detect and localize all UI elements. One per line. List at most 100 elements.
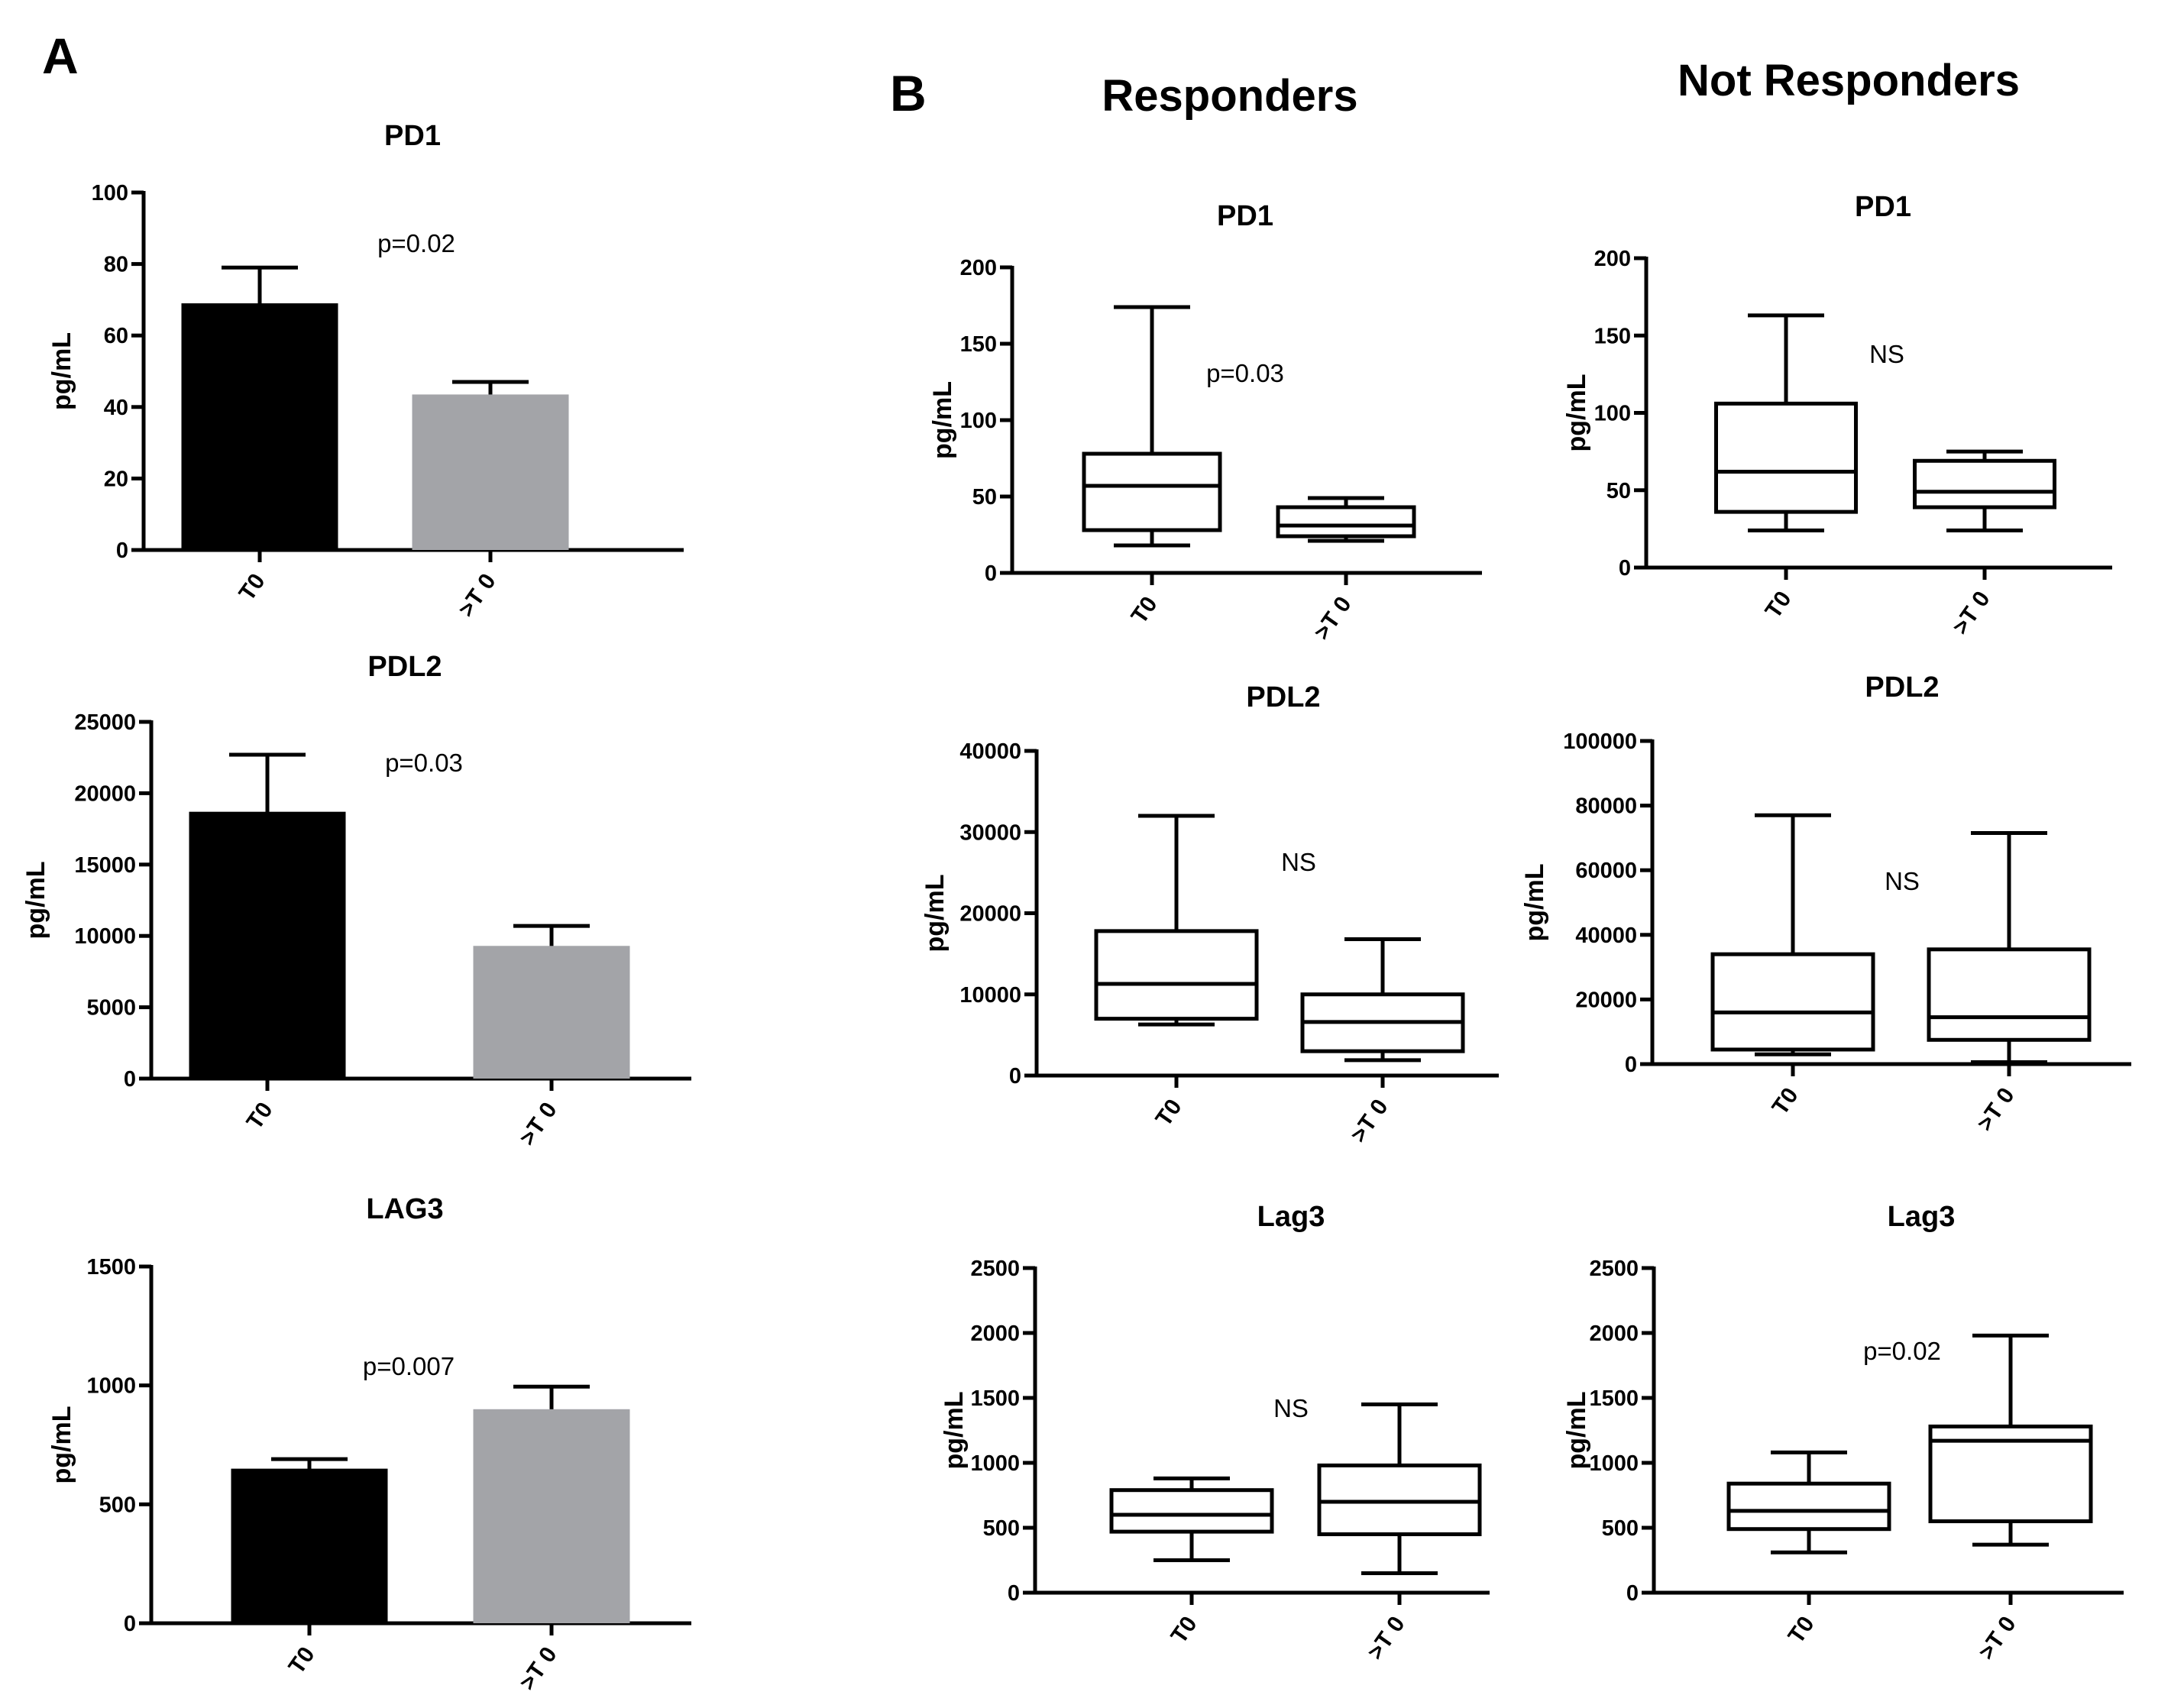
y-tick-label: 1000 [86,1374,136,1399]
box-iqr [1726,1481,1891,1532]
y-tick-label: 25000 [74,710,136,735]
y-tick-label: 0 [1625,1053,1637,1077]
y-tick-label: 150 [960,332,997,357]
x-tick-label: >T 0 [1346,1095,1393,1147]
chart-a-lag3: LAG3 pg/mL 0 500 1000 1500 T0 >T 0 p=0.007 [47,1193,691,1692]
chart-title: PDL2 [367,651,442,683]
chart-title: PDL2 [1246,681,1320,713]
y-tick-label: 40000 [1575,924,1637,948]
bar-after-t0 [473,946,630,1079]
box-iqr [1094,929,1259,1021]
y-tick-label: 2000 [1589,1322,1639,1346]
significance-annotation: p=0.02 [1863,1337,1941,1365]
x-tick-label: T0 [284,1642,320,1679]
x-tick-label: >T 0 [1309,592,1357,645]
y-tick-label: 0 [124,1612,136,1636]
y-axis-label: pg/mL [1520,864,1549,942]
y-tick-label: 20 [104,467,128,491]
y-tick-label: 100 [92,181,128,205]
chart-title: PD1 [1217,200,1273,232]
y-tick-label: 500 [99,1493,136,1517]
x-tick-label: >T 0 [515,1642,562,1692]
y-tick-label: 10000 [74,924,136,949]
panel-b-label: B [890,65,927,121]
panel-a-label: A [42,27,79,84]
y-tick-label: 50 [972,485,997,510]
x-tick-label: >T 0 [1972,1083,2020,1136]
x-tick-label: T0 [1784,1612,1820,1648]
significance-annotation: NS [1869,340,1904,368]
x-tick-label: T0 [235,569,270,606]
chart-a-pd1: PD1 pg/mL 0 20 40 60 80 100 T0 >T 0 p=0.02 [47,120,684,622]
y-axis-label: pg/mL [940,1392,969,1470]
y-tick-label: 30000 [959,820,1021,845]
y-tick-label: 0 [1626,1581,1639,1606]
bar-t0 [189,811,346,1079]
y-axis-label: pg/mL [47,1406,76,1484]
box-iqr [1317,1463,1482,1537]
y-tick-label: 1500 [970,1386,1020,1411]
x-tick-label: >T 0 [1974,1612,2021,1665]
y-tick-label: 200 [1594,247,1631,271]
chart-a-pdl2: PDL2 pg/mL 0 5000 10000 15000 20000 25000 T0 >T 0… [21,651,691,1150]
chart-r-pd1: PD1 pg/mL 0 50 100 150 200 T0 >T 0 p=0.03 [928,200,1482,645]
x-tick-label: T0 [1127,592,1163,629]
y-tick-label: 100000 [1563,730,1637,754]
chart-r-pdl2: PDL2 pg/mL 0 10000 20000 30000 40000 T0 >T 0 NS [921,681,1499,1147]
y-tick-label: 80000 [1575,794,1637,819]
y-tick-label: 200 [960,256,997,280]
significance-annotation: NS [1885,867,1920,895]
y-tick-label: 60000 [1575,859,1637,883]
y-tick-label: 10000 [959,983,1021,1008]
y-tick-label: 500 [983,1516,1020,1541]
x-tick-label: T0 [1768,1083,1804,1120]
y-tick-label: 0 [124,1067,136,1092]
chart-title: PD1 [384,120,441,152]
box-iqr [1082,451,1222,532]
y-tick-label: 0 [1619,556,1631,581]
y-axis-label: pg/mL [1562,374,1591,452]
y-tick-label: 60 [104,324,128,348]
chart-title: PDL2 [1865,671,1939,704]
y-axis-label: pg/mL [21,862,50,940]
y-tick-label: 2000 [970,1322,1020,1346]
chart-n-lag3: Lag3 pg/mL 0 500 1000 1500 2000 2500 T0 >T 0 p=0.0… [1562,1201,2124,1665]
y-tick-label: 80 [104,253,128,277]
y-tick-label: 0 [985,561,997,586]
y-tick-label: 15000 [74,853,136,878]
chart-title: Lag3 [1888,1201,1956,1233]
y-axis-label: pg/mL [47,332,76,410]
significance-annotation: NS [1281,848,1316,876]
chart-r-lag3: Lag3 pg/mL 0 500 1000 1500 2000 2500 T0 >T 0 NS [940,1201,1490,1665]
significance-annotation: p=0.03 [385,749,463,777]
box-iqr [1276,505,1416,539]
box-iqr [1927,947,2092,1042]
x-tick-label: T0 [1151,1095,1187,1131]
x-tick-label: T0 [242,1098,278,1134]
y-tick-label: 2500 [970,1257,1020,1281]
y-tick-label: 50 [1606,479,1631,503]
y-tick-label: 40000 [959,739,1021,764]
x-tick-label: T0 [1166,1612,1202,1648]
bar-after-t0 [412,394,569,550]
responders-heading: Responders [1102,71,1357,121]
chart-n-pdl2: PDL2 pg/mL 0 20000 40000 60000 80000 100000 T0 >T… [1520,671,2131,1136]
chart-title: PD1 [1855,191,1911,223]
box-iqr [1714,401,1858,514]
charts-layer: PD1 pg/mL 0 20 40 60 80 100 T0 >T 0 p=0.02 PDL2 pg/m… [21,120,2131,1692]
chart-title: Lag3 [1257,1201,1325,1233]
x-tick-label: >T 0 [515,1098,562,1150]
y-tick-label: 2500 [1589,1257,1639,1281]
significance-annotation: NS [1273,1394,1309,1422]
y-tick-label: 1000 [1589,1451,1639,1476]
y-tick-label: 0 [116,539,128,563]
y-tick-label: 20000 [1575,988,1637,1012]
bar-after-t0 [473,1409,630,1623]
significance-annotation: p=0.02 [377,229,455,257]
y-tick-label: 100 [1594,402,1631,426]
y-tick-label: 1500 [86,1255,136,1280]
x-tick-label: >T 0 [1363,1612,1410,1665]
x-tick-label: >T 0 [1948,587,1995,639]
y-tick-label: 20000 [74,781,136,806]
